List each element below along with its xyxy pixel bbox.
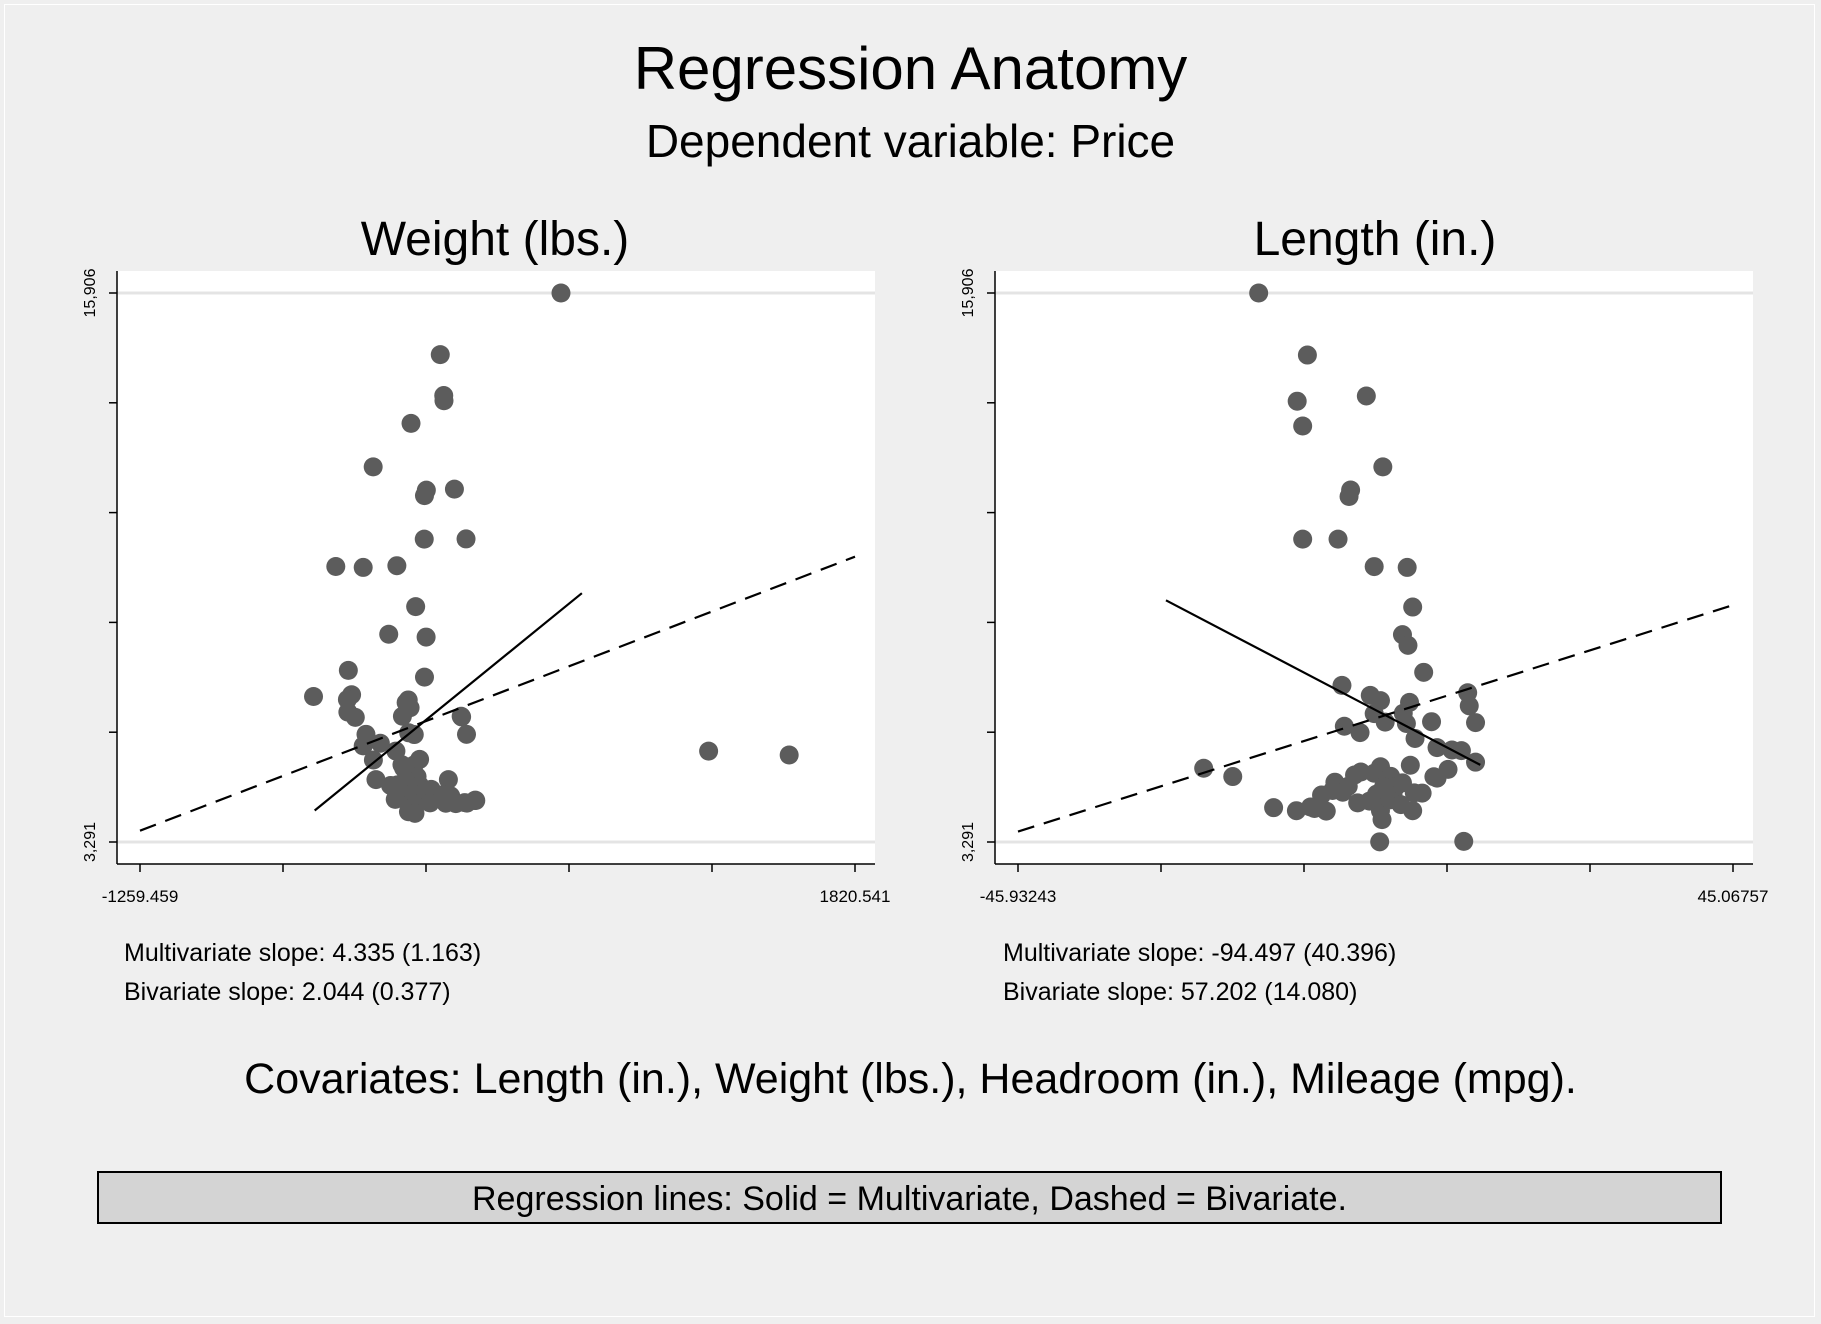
bivariate-line <box>139 555 856 832</box>
data-point <box>326 556 346 576</box>
data-point <box>1287 391 1307 411</box>
data-point <box>1451 741 1471 761</box>
data-point <box>1293 529 1313 549</box>
data-point <box>405 803 425 823</box>
data-point <box>1334 716 1354 736</box>
data-point <box>1422 712 1442 732</box>
data-point <box>1373 457 1393 477</box>
data-point <box>434 391 454 411</box>
data-point <box>363 750 383 770</box>
data-point <box>1372 810 1392 830</box>
data-point <box>1374 777 1394 797</box>
data-point <box>304 686 324 706</box>
data-point <box>1398 635 1418 655</box>
data-point <box>1286 801 1306 821</box>
legend-text: Regression lines: Solid = Multivariate, … <box>472 1180 1347 1218</box>
data-point <box>1364 557 1384 577</box>
data-point <box>353 736 373 756</box>
data-point <box>444 479 464 499</box>
x-tick-label: 45.06757 <box>1698 887 1769 906</box>
data-point <box>1223 767 1243 787</box>
figure-subtitle: Dependent variable: Price <box>645 115 1176 167</box>
data-point <box>363 457 383 477</box>
y-tick-label: 3,291 <box>82 822 99 862</box>
figure-frame <box>4 4 1815 1317</box>
data-point <box>1316 801 1336 821</box>
data-point <box>414 529 434 549</box>
panel-title-weight: Weight (lbs.) <box>360 213 630 266</box>
data-point <box>392 706 412 726</box>
data-point <box>1397 557 1417 577</box>
data-point <box>414 667 434 687</box>
scatter-panel-weight: 3,291 15,906 -1259.459 1820.541 <box>82 268 890 906</box>
data-point <box>1359 791 1379 811</box>
data-point <box>1356 386 1376 406</box>
data-point <box>1427 738 1447 758</box>
data-point <box>353 557 373 577</box>
data-point <box>1297 345 1317 365</box>
data-point <box>1249 283 1269 303</box>
data-point <box>456 529 476 549</box>
data-point <box>455 793 475 813</box>
data-point <box>1264 798 1284 818</box>
data-point <box>1414 662 1434 682</box>
data-point <box>1345 765 1365 785</box>
y-tick-label: 3,291 <box>960 822 977 862</box>
data-point <box>1293 416 1313 436</box>
data-point <box>1350 723 1370 743</box>
bivariate-slope-weight: Bivariate slope: 2.044 (0.377) <box>124 978 451 1006</box>
x-tick-label: 1820.541 <box>820 887 891 906</box>
y-tick-label: 15,906 <box>82 268 99 317</box>
data-point <box>1466 713 1486 733</box>
data-point <box>1391 795 1411 815</box>
data-point <box>1412 783 1432 803</box>
data-point <box>414 486 434 506</box>
data-point <box>370 733 390 753</box>
data-point <box>1400 755 1420 775</box>
figure-title: Regression Anatomy <box>633 35 1188 102</box>
scatter-panel-length: 3,291 15,906 -45.93243 45.06757 <box>960 268 1768 906</box>
data-point <box>1339 486 1359 506</box>
plot-area <box>117 271 875 864</box>
x-tick-label: -45.93243 <box>980 887 1057 906</box>
covariates-note: Covariates: Length (in.), Weight (lbs.),… <box>244 1055 1577 1103</box>
bivariate-slope-length: Bivariate slope: 57.202 (14.080) <box>1003 978 1358 1006</box>
data-point <box>1459 696 1479 716</box>
data-point <box>404 725 424 745</box>
multivariate-line <box>1165 599 1481 766</box>
multivariate-slope-length: Multivariate slope: -94.497 (40.396) <box>1003 939 1397 967</box>
data-point <box>385 789 405 809</box>
data-point <box>406 597 426 617</box>
data-point <box>338 660 358 680</box>
panel-title-length: Length (in.) <box>1253 213 1497 266</box>
data-point <box>1328 529 1348 549</box>
data-point <box>379 624 399 644</box>
data-point <box>1403 597 1423 617</box>
data-point <box>1454 831 1474 851</box>
data-point <box>551 283 571 303</box>
data-point <box>1370 832 1390 852</box>
data-point <box>430 345 450 365</box>
data-point <box>416 627 436 647</box>
x-tick-label: -1259.459 <box>102 887 179 906</box>
multivariate-slope-weight: Multivariate slope: 4.335 (1.163) <box>124 939 482 967</box>
data-point <box>1438 759 1458 779</box>
data-point <box>779 745 799 765</box>
data-point <box>387 556 407 576</box>
data-point <box>345 707 365 727</box>
multivariate-line <box>313 592 583 812</box>
data-point <box>401 413 421 433</box>
data-point <box>452 707 472 727</box>
y-tick-label: 15,906 <box>960 268 977 317</box>
data-point <box>410 749 430 769</box>
legend-box: Regression lines: Solid = Multivariate, … <box>97 1171 1722 1224</box>
data-point <box>438 770 458 790</box>
data-point <box>699 741 719 761</box>
bivariate-line <box>1017 604 1734 833</box>
data-point <box>1194 758 1214 778</box>
data-point <box>366 770 386 790</box>
data-point <box>456 724 476 744</box>
